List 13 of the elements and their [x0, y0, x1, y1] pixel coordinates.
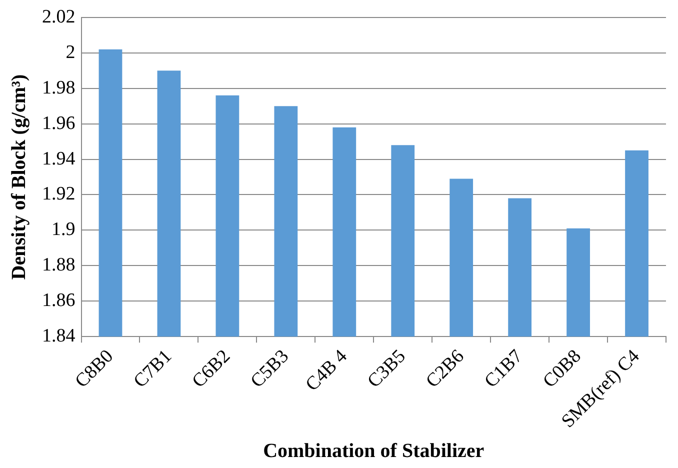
- y-tick-label: 1.98: [42, 77, 76, 98]
- y-tick-label: 1.92: [42, 184, 76, 205]
- x-tick-label: C4B 4: [302, 346, 352, 396]
- y-tick-label: 1.94: [42, 148, 76, 170]
- y-tick-label: 1.84: [42, 326, 76, 347]
- x-axis-title: Combination of Stabilizer: [263, 440, 484, 462]
- y-axis-title: Density of Block (g/cm³): [8, 74, 30, 280]
- y-tick-label: 2: [66, 42, 76, 63]
- y-tick-label: 1.96: [42, 112, 76, 134]
- y-tick-label: 1.9: [52, 219, 76, 240]
- y-tick-label: 1.86: [42, 290, 76, 312]
- y-tick-label: 2.02: [42, 6, 76, 28]
- y-tick-label: 1.88: [42, 254, 76, 276]
